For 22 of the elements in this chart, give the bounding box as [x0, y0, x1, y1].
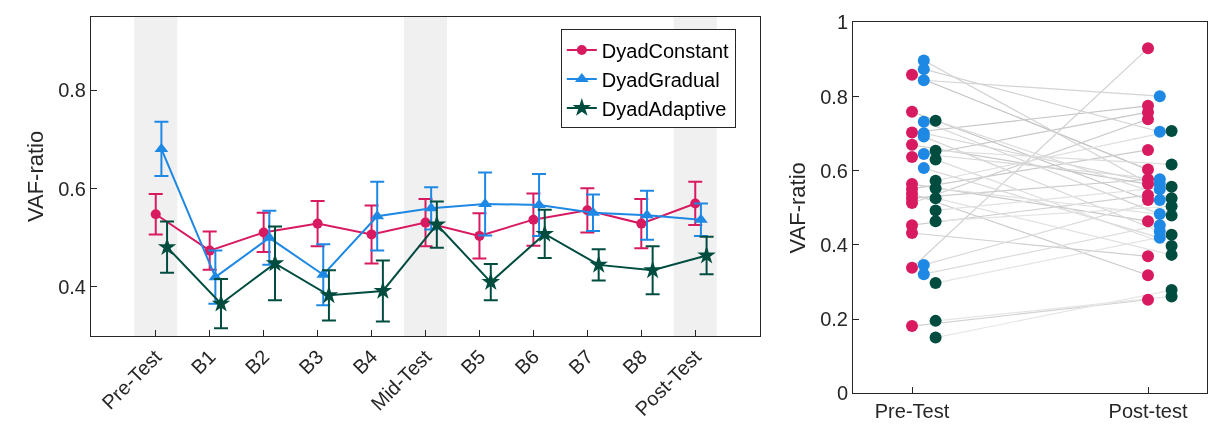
y-tick-label: 0 [836, 382, 848, 405]
x-tick-label: B1 [186, 345, 220, 379]
y-tick-label: 0.4 [820, 233, 848, 256]
x-tick-label: Post-test [1108, 400, 1188, 423]
y-tick-label: 0.2 [820, 308, 848, 331]
x-tick-label: B5 [456, 345, 490, 379]
y-tick-label: 0.4 [58, 275, 86, 298]
y-axis-title: VAF-ratio [784, 162, 810, 254]
x-tick-label: B3 [294, 345, 328, 379]
x-tick-label: B7 [564, 345, 598, 379]
legend-label: DyadAdaptive [601, 97, 727, 120]
y-axis-title: VAF-ratio [22, 130, 48, 223]
y-tick-label: 1 [836, 11, 848, 34]
x-tick-label: Pre-Test [874, 400, 950, 423]
y-tick-label: 0.6 [58, 177, 86, 200]
legend-label: DyadConstant [601, 39, 729, 62]
legend-label: DyadGradual [601, 68, 720, 91]
y-tick-label: 0.6 [820, 159, 848, 182]
y-tick-label: 0.8 [58, 79, 86, 102]
x-tick-label: B6 [510, 345, 544, 379]
y-tick-label: 0.8 [820, 85, 848, 108]
x-tick-label: B2 [240, 345, 274, 379]
